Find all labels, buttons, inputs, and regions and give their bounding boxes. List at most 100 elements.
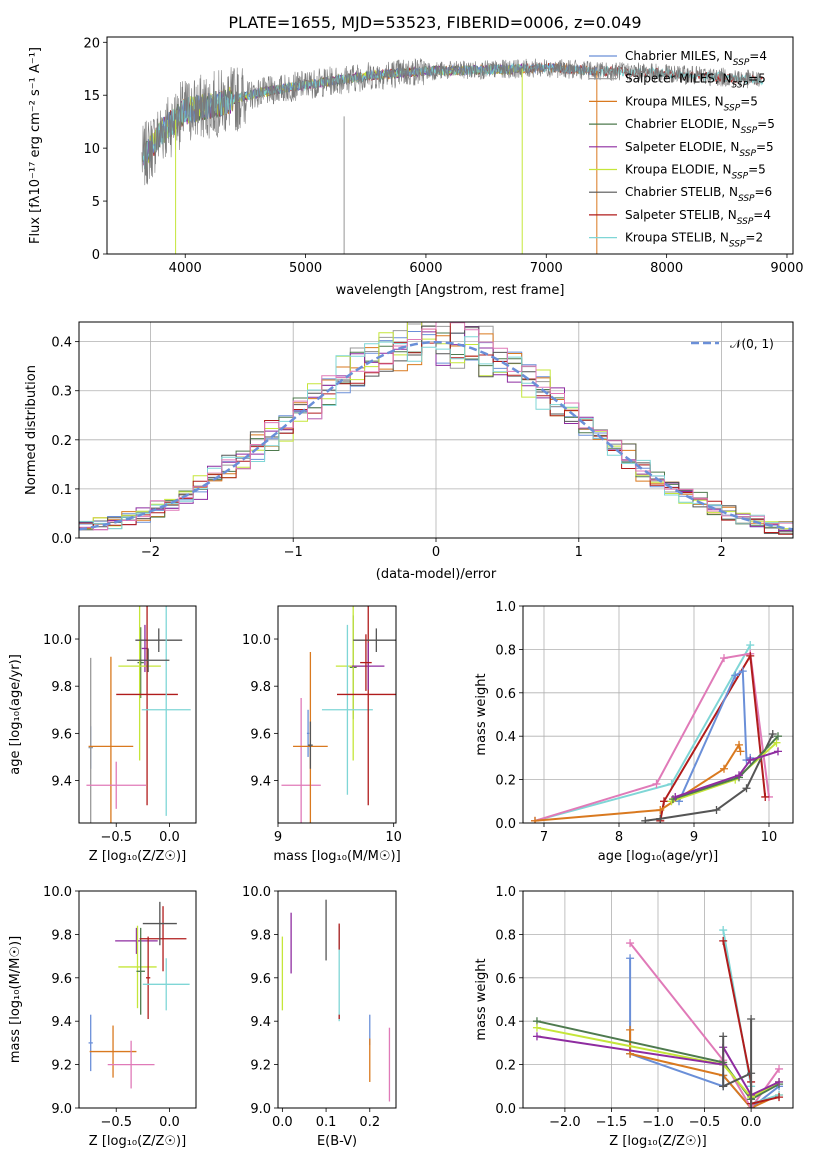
normal-curve [79, 340, 793, 531]
residual-histogram-panel: −2 −1 0 1 2 0.0 0.1 0.2 0.3 0.4 (data-model)/error… [24, 321, 794, 582]
legend-entry: Salpeter STELIB, NSSP=4 [625, 208, 771, 227]
legend-suffix: =5 [756, 140, 774, 154]
legend-name: Chabrier MILES, N [625, 49, 733, 63]
weight-point [742, 784, 751, 793]
axes-frame [78, 321, 794, 539]
y-tick-label: 0.2 [495, 774, 516, 789]
y-tick-label: 20 [83, 36, 100, 51]
y-tick-label: 0.4 [51, 336, 72, 351]
legend-name: Salpeter MILES, N [625, 72, 732, 86]
legend-suffix: =5 [748, 72, 766, 86]
x-tick-label: 2 [717, 545, 725, 560]
y-tick-label: 15 [83, 89, 100, 104]
weight-point [641, 816, 650, 823]
y-tick-label: 9.4 [51, 1015, 72, 1030]
y-tick-label: 9.4 [51, 775, 72, 790]
plot-area [86, 606, 191, 823]
x-axis-label: (data-model)/error [376, 567, 497, 582]
legend-entry: Chabrier MILES, NSSP=4 [625, 49, 767, 68]
plot-area [532, 926, 784, 1108]
legend-name: Kroupa STELIB, N [625, 231, 729, 245]
weight-point [626, 939, 635, 948]
y-tick-label: 9.4 [250, 1015, 271, 1030]
weight-point [719, 1082, 728, 1091]
age-vs-mass-panel: 9 10 9.4 9.6 9.8 10.0 mass [log₁₀(M/M☉)] [242, 605, 402, 864]
legend-sub: SSP [732, 81, 749, 91]
y-tick-label: 0.8 [495, 928, 516, 943]
y-tick-label: 9.6 [51, 727, 72, 742]
x-tick-label: 8 [615, 830, 623, 845]
legend-name: Salpeter STELIB, N [625, 208, 737, 222]
weight-point [774, 747, 782, 756]
weight-point [738, 667, 747, 676]
y-tick-label: 0.6 [495, 972, 516, 987]
weight-point [532, 1023, 541, 1032]
weight-point [731, 671, 740, 680]
weight-point [719, 936, 728, 945]
y-axis-label: mass weight [474, 673, 489, 755]
y-tick-label: 10.0 [242, 885, 271, 900]
weight-point [746, 651, 755, 660]
x-tick-label: 9 [274, 830, 282, 845]
legend-suffix: =2 [745, 231, 763, 245]
x-tick-label: −0.5 [100, 1115, 132, 1130]
weight-point [626, 1025, 635, 1034]
weight-series-line [534, 644, 752, 822]
y-axis-label: age [log₁₀(age/yr)] [8, 654, 23, 775]
y-tick-label: 9.8 [250, 680, 271, 695]
y-axis-label: Flux [fλ10⁻¹⁷ erg cm⁻² s⁻¹ A⁻¹] [28, 47, 43, 244]
plot-area [281, 606, 396, 823]
y-tick-label: 0.2 [495, 1059, 516, 1074]
legend-entry: Chabrier STELIB, NSSP=6 [625, 185, 772, 204]
residual-histogram [79, 322, 793, 531]
y-tick-label: 9.6 [250, 727, 271, 742]
weight-point [719, 1032, 728, 1041]
y-tick-label: 0 [92, 248, 100, 263]
y-tick-label: 0.3 [51, 385, 72, 400]
weight-point [531, 816, 539, 823]
residual-histogram [79, 336, 793, 530]
legend-name: Chabrier STELIB, N [625, 185, 738, 199]
weight-point [720, 654, 728, 663]
x-axis-label: Z [log₁₀(Z/Z☉)] [89, 1134, 186, 1149]
weight-point [747, 1104, 756, 1108]
weight-point [656, 805, 665, 814]
legend-entry: Kroupa ELODIE, NSSP=5 [625, 163, 766, 182]
x-tick-label: −1.0 [642, 1115, 674, 1130]
weight-point [735, 740, 743, 749]
plot-area [141, 58, 764, 254]
weight-point [775, 1077, 784, 1086]
weight-point [774, 732, 782, 741]
y-tick-label: 10.0 [43, 885, 72, 900]
x-tick-label: 8000 [650, 261, 683, 276]
legend-sub: SSP [739, 149, 756, 159]
mass-weight-vs-age-panel: 7 8 9 10 0.0 0.2 0.4 0.6 0.8 1.0 age [log₁₀(age/yr… [474, 600, 794, 864]
legend-suffix: =5 [748, 163, 766, 177]
legend-sub: SSP [729, 240, 746, 250]
mass-vs-metallicity-panel: −0.5 0.0 9.0 9.2 9.4 9.6 9.8 10.0 Z [log₁₀(Z/Z☉)… [8, 885, 197, 1149]
y-tick-label: 1.0 [495, 885, 516, 900]
weight-point [660, 797, 668, 806]
legend-suffix: =5 [740, 94, 758, 108]
y-tick-label: 0.6 [495, 687, 516, 702]
weight-point [656, 814, 665, 823]
y-tick-label: 10.0 [43, 633, 72, 648]
legend-name: Chabrier ELODIE, N [625, 117, 741, 131]
weight-point [747, 1069, 756, 1078]
x-tick-label: 0.0 [159, 830, 180, 845]
weight-point [719, 926, 728, 935]
y-tick-label: 0.0 [495, 817, 516, 832]
weight-point [747, 1015, 756, 1024]
x-tick-label: −0.5 [100, 830, 132, 845]
legend-name: Salpeter ELODIE, N [625, 140, 739, 154]
x-tick-label: 5000 [289, 261, 322, 276]
x-tick-label: 10 [761, 830, 778, 845]
weight-point [761, 792, 770, 801]
legend-entry: Chabrier ELODIE, NSSP=5 [625, 117, 775, 136]
weight-point [775, 1064, 784, 1073]
legend-sub: SSP [737, 217, 754, 227]
x-tick-label: −1 [284, 545, 303, 560]
residual-histogram [79, 322, 793, 531]
plot-area [79, 322, 793, 535]
